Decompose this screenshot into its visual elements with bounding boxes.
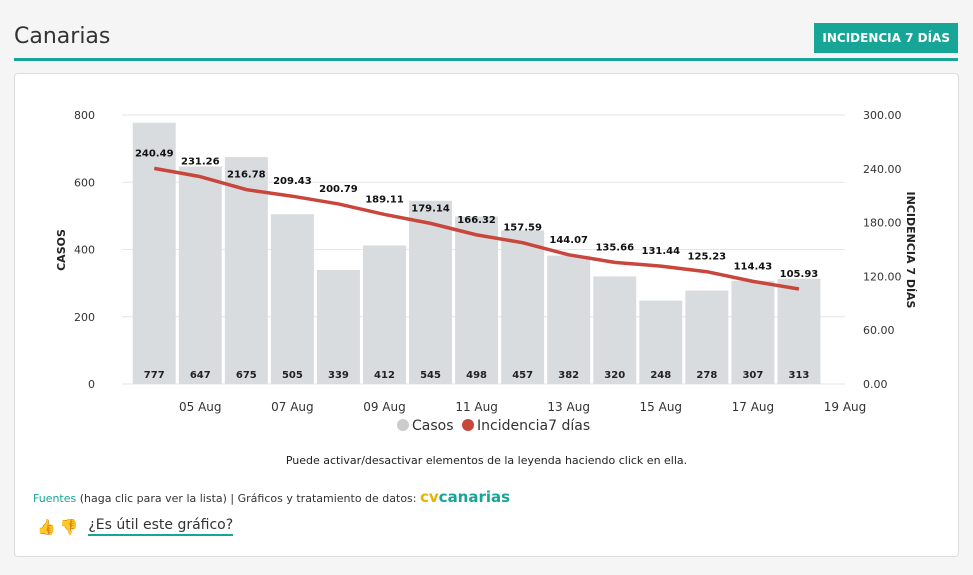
y-left-tick-label: 800 — [74, 109, 95, 122]
chart-card: 0 200 400 600 800 0.00 60.00 120.00 180.00 240.00… — [14, 73, 959, 557]
bar-value-label: 313 — [789, 370, 810, 381]
bar-value-label: 320 — [604, 370, 625, 381]
line-value-label: 157.59 — [503, 223, 542, 234]
line-value-label: 216.78 — [227, 170, 266, 181]
x-tick-label: 09 Aug — [363, 400, 406, 414]
bar-value-label: 647 — [190, 370, 211, 381]
y-right-tick-label: 300.00 — [863, 109, 902, 122]
feedback-question-link[interactable]: ¿Es útil este gráfico? — [88, 517, 234, 536]
legend-casos-label: Casos — [412, 418, 454, 434]
bar — [178, 166, 222, 384]
brand-logo[interactable]: cvcanarias — [420, 488, 510, 506]
x-tick-label: 13 Aug — [547, 400, 590, 414]
y-left-tick-label: 0 — [88, 378, 95, 391]
line-value-label: 231.26 — [181, 157, 220, 168]
bar — [547, 255, 591, 384]
bar-value-label: 675 — [236, 370, 257, 381]
bar-value-label: 339 — [328, 370, 349, 381]
x-tick-label: 17 Aug — [732, 400, 775, 414]
line-value-label: 189.11 — [365, 194, 404, 205]
line-value-label: 209.43 — [273, 176, 312, 187]
bar — [731, 280, 775, 384]
bar-value-label: 382 — [558, 370, 579, 381]
brand-cv: cv — [420, 488, 439, 506]
line-value-label: 125.23 — [688, 252, 727, 263]
bar — [270, 214, 314, 384]
line-value-label: 179.14 — [411, 203, 450, 214]
y-right-tick-label: 120.00 — [863, 270, 902, 283]
x-tick-label: 19 Aug — [824, 400, 867, 414]
chart: 0 200 400 600 800 0.00 60.00 120.00 180.00 240.00… — [55, 109, 917, 434]
feedback-row: 👍 👎 ¿Es útil este gráfico? — [37, 517, 234, 536]
x-tick-label: 15 Aug — [640, 400, 683, 414]
y-left-tick-label: 400 — [74, 244, 95, 257]
legend-incidence-marker — [462, 419, 474, 431]
bar — [132, 122, 176, 384]
thumbs-up-icon[interactable]: 👍 — [37, 517, 56, 536]
x-tick-label: 11 Aug — [455, 400, 498, 414]
y-right-axis-title: INCIDENCIA 7 DÍAS — [904, 192, 917, 309]
bar — [224, 157, 268, 384]
thumbs-down-icon[interactable]: 👎 — [59, 517, 79, 536]
bar-value-label: 248 — [650, 370, 671, 381]
bar — [593, 276, 637, 384]
y-right-tick-label: 60.00 — [863, 324, 895, 337]
bar-value-label: 777 — [144, 370, 165, 381]
bar — [685, 290, 729, 384]
bar — [409, 200, 453, 384]
sources-text: (haga clic para ver la lista) | Gráficos… — [76, 492, 420, 505]
line-value-label: 240.49 — [135, 148, 174, 159]
line-value-label: 105.93 — [780, 269, 819, 280]
y-left-tick-label: 200 — [74, 311, 95, 324]
x-tick-label: 05 Aug — [179, 400, 222, 414]
bar — [316, 270, 360, 384]
bar-value-label: 278 — [696, 370, 717, 381]
bar-value-label: 457 — [512, 370, 533, 381]
x-tick-label: 07 Aug — [271, 400, 314, 414]
bar-value-label: 545 — [420, 370, 441, 381]
page-title: Canarias — [14, 24, 111, 49]
legend-casos-marker — [397, 419, 409, 431]
sources-link[interactable]: Fuentes — [33, 492, 77, 505]
bar — [501, 230, 545, 384]
section-header: Canarias INCIDENCIA 7 DÍAS — [14, 20, 958, 61]
sources-line: Fuentes (haga clic para ver la lista) | … — [33, 488, 510, 506]
bar — [455, 216, 499, 384]
y-left-tick-label: 600 — [74, 176, 95, 189]
bar-value-label: 307 — [742, 370, 763, 381]
bar-value-label: 505 — [282, 370, 303, 381]
line-value-label: 135.66 — [595, 242, 634, 253]
incidence-badge[interactable]: INCIDENCIA 7 DÍAS — [814, 23, 958, 53]
incidence-line — [153, 166, 800, 291]
y-right-tick-label: 240.00 — [863, 163, 902, 176]
bar — [639, 300, 683, 384]
bar-value-label: 412 — [374, 370, 395, 381]
bar — [777, 278, 821, 384]
line-value-label: 166.32 — [457, 215, 496, 226]
legend-incidence-label: Incidencia7 días — [477, 418, 590, 434]
legend-hint: Puede activar/desactivar elementos de la… — [285, 454, 688, 467]
brand-name: canarias — [438, 488, 511, 506]
y-left-axis-title: CASOS — [55, 229, 68, 271]
y-right-tick-label: 0.00 — [863, 378, 888, 391]
line-value-label: 131.44 — [641, 246, 680, 257]
bar-value-label: 498 — [466, 370, 487, 381]
line-value-label: 200.79 — [319, 184, 358, 195]
line-value-label: 144.07 — [549, 235, 588, 246]
y-right-tick-label: 180.00 — [863, 217, 902, 230]
line-value-label: 114.43 — [734, 261, 773, 272]
bar — [362, 245, 406, 384]
